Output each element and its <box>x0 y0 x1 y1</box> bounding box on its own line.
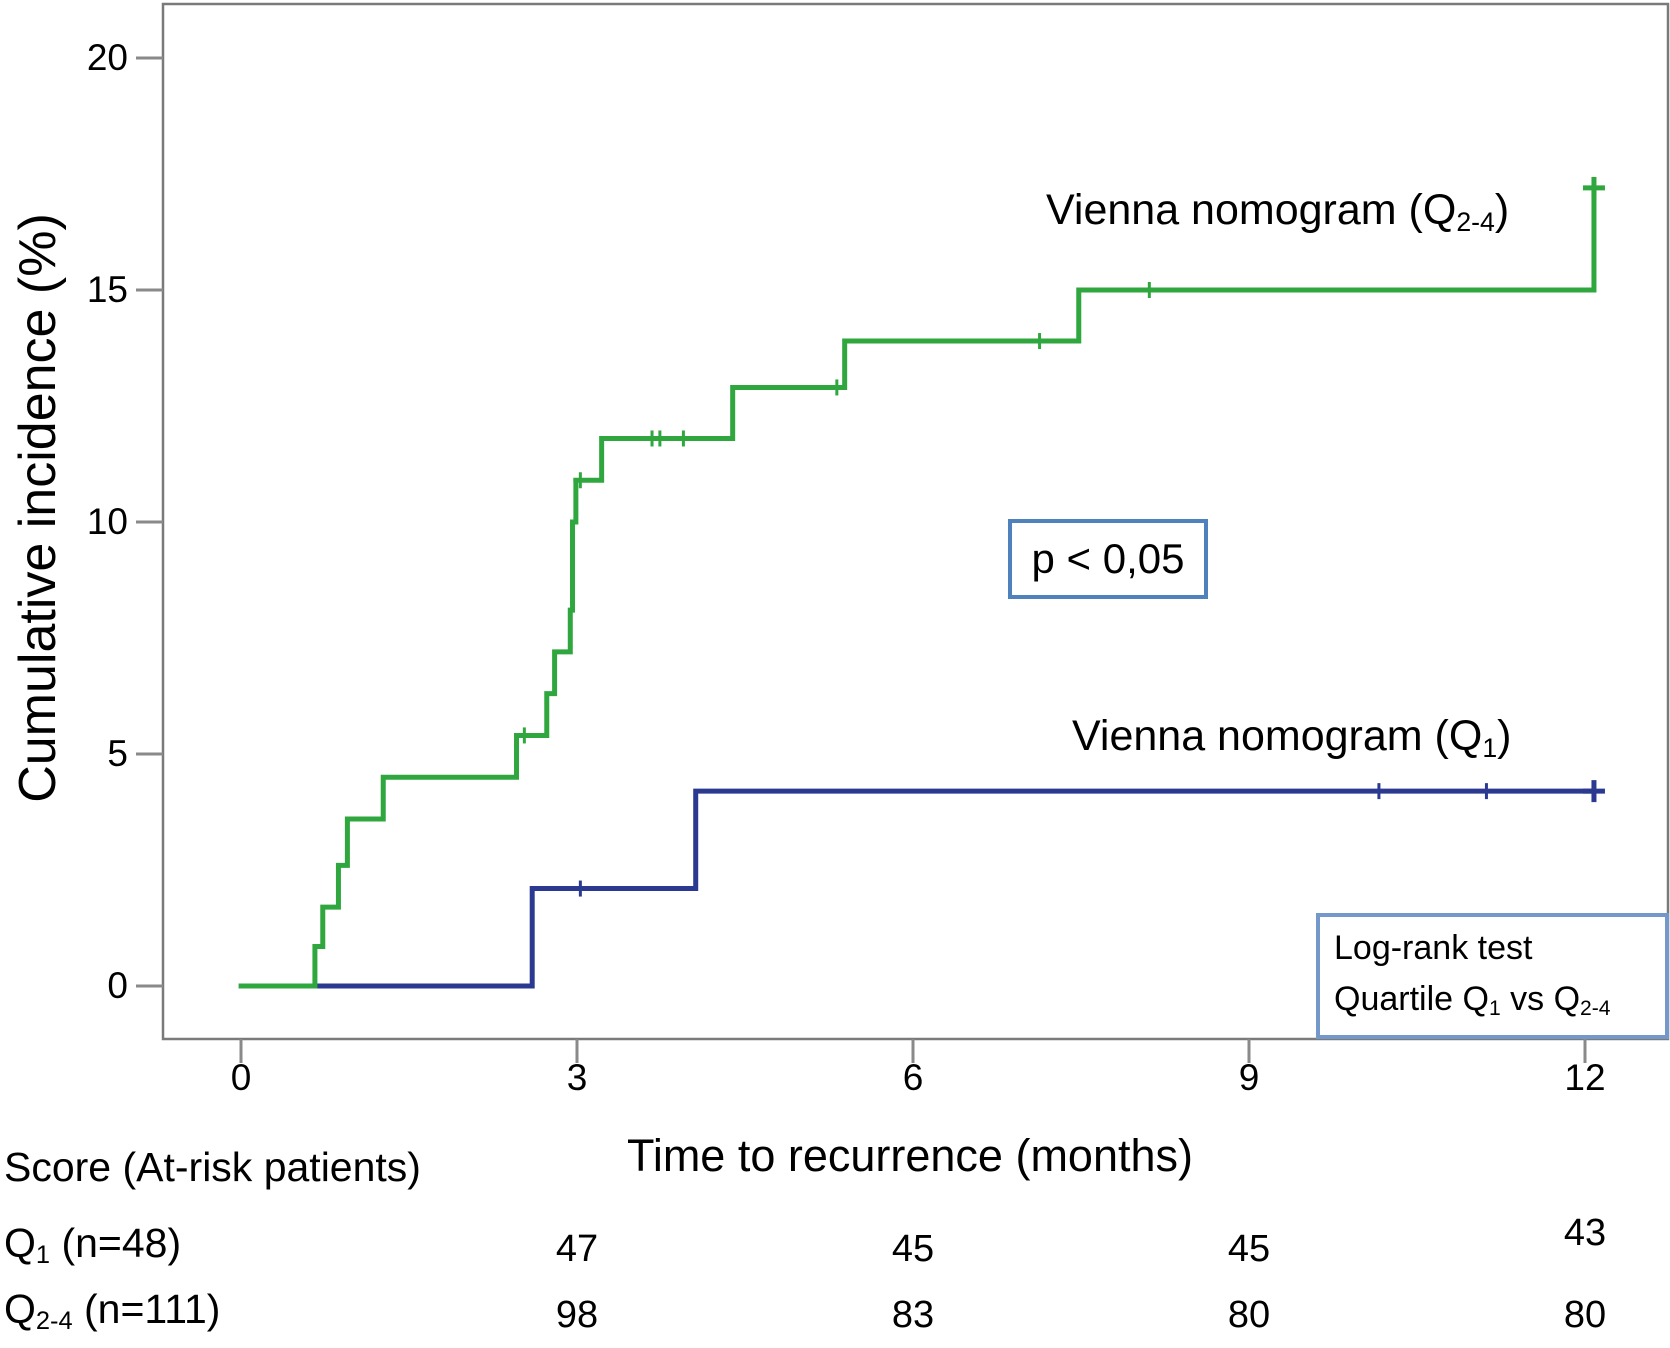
at-risk-q2-4-subscript: 2-4 <box>35 1307 73 1336</box>
y-tick-label-15: 15 <box>86 269 128 310</box>
logrank-line2-vs: vs Q <box>1500 980 1581 1018</box>
at-risk-value-q2-4-m9: 80 <box>1227 1294 1271 1336</box>
x-tick-label-0: 0 <box>230 1057 252 1098</box>
at-risk-value-q1-m12: 43 <box>1563 1212 1607 1254</box>
y-tick-label-0: 0 <box>107 965 128 1006</box>
at-risk-row-label-q1: Q1 (n=48) <box>4 1220 182 1270</box>
logrank-line2: Quartile Q1 vs Q2-4 <box>1334 974 1665 1025</box>
series-label-q1-text: Vienna nomogram (Q <box>1072 712 1483 760</box>
logrank-line2-text: Quartile Q <box>1334 980 1489 1018</box>
at-risk-q2-4-n: (n=111) <box>72 1286 221 1332</box>
at-risk-value-q2-4-m12: 80 <box>1563 1294 1607 1336</box>
x-tick-label-12: 12 <box>1564 1057 1606 1098</box>
at-risk-value-q1-m3: 47 <box>555 1228 599 1270</box>
logrank-line1: Log-rank test <box>1334 929 1533 967</box>
logrank-test-box: Log-rank test Quartile Q1 vs Q2-4 <box>1316 913 1669 1039</box>
series-label-q1: Vienna nomogram (Q1) <box>1072 712 1512 763</box>
x-tick-label-6: 6 <box>902 1057 924 1098</box>
series-label-q2-4-close: ) <box>1494 186 1510 234</box>
series-label-q2-4: Vienna nomogram (Q2-4) <box>1046 186 1510 237</box>
at-risk-q1-n: (n=48) <box>50 1220 182 1266</box>
at-risk-value-q2-4-m3: 98 <box>555 1294 599 1336</box>
at-risk-q2-4-label-text: Q <box>4 1286 36 1332</box>
y-tick-label-20: 20 <box>86 37 128 78</box>
x-axis-title: Time to recurrence (months) <box>627 1130 1193 1181</box>
series-label-q2-4-subscript: 2-4 <box>1456 206 1495 237</box>
series-label-q1-subscript: 1 <box>1482 732 1498 763</box>
y-tick-label-5: 5 <box>107 733 128 774</box>
p-value-box: p < 0,05 <box>1008 519 1208 599</box>
at-risk-table-header: Score (At-risk patients) <box>4 1144 421 1190</box>
logrank-q1-subscript: 1 <box>1488 997 1501 1021</box>
y-tick-label-10: 10 <box>86 501 128 542</box>
series-label-q1-close: ) <box>1497 712 1512 760</box>
series-label-q2-4-text: Vienna nomogram (Q <box>1046 186 1457 234</box>
at-risk-q1-subscript: 1 <box>35 1241 51 1270</box>
at-risk-row-label-q2-4: Q2-4 (n=111) <box>4 1286 221 1336</box>
x-tick-label-9: 9 <box>1238 1057 1260 1098</box>
at-risk-value-q1-m6: 45 <box>891 1228 935 1270</box>
at-risk-q1-label-text: Q <box>4 1220 36 1266</box>
x-tick-label-3: 3 <box>566 1057 588 1098</box>
logrank-q2-4-subscript: 2-4 <box>1580 997 1611 1021</box>
at-risk-value-q1-m9: 45 <box>1227 1228 1271 1270</box>
at-risk-value-q2-4-m6: 83 <box>891 1294 935 1336</box>
p-value-text: p < 0,05 <box>1031 535 1185 582</box>
